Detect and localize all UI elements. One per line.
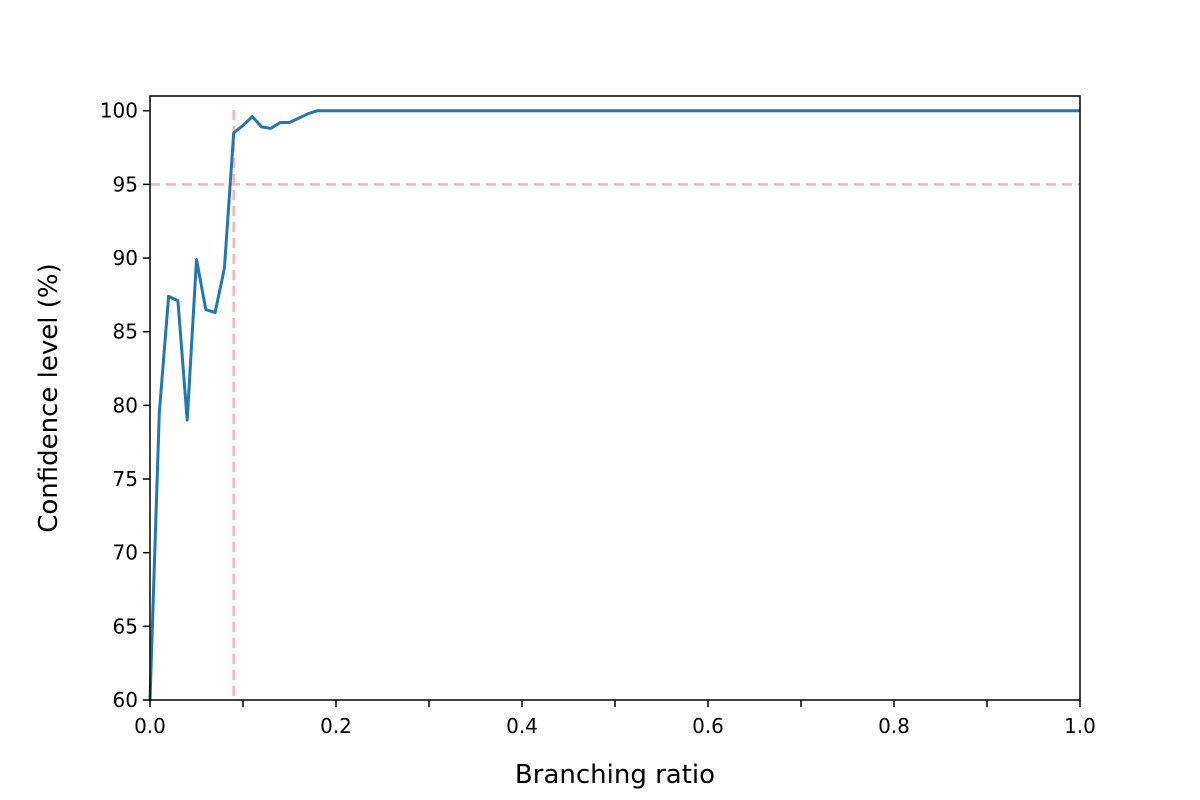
y-tick-label: 100 (100, 99, 138, 123)
series-line-0 (148, 109, 1080, 701)
y-tick-label: 65 (113, 614, 138, 638)
y-tick-label: 75 (113, 467, 138, 491)
reference-lines (150, 110, 1080, 700)
y-tick-label: 90 (113, 246, 138, 270)
x-axis-ticks: 0.0 0.2 0.4 0.6 0.8 1.0 (134, 700, 1096, 738)
y-tick-label: 70 (113, 541, 138, 565)
y-tick-label: 95 (113, 172, 138, 196)
y-axis-ticks: 60 65 70 75 80 85 90 95 100 (100, 99, 150, 712)
y-tick-label: 80 (113, 393, 138, 417)
y-axis-label: Confidence level (%) (34, 263, 64, 533)
x-tick-label: 0.2 (320, 714, 352, 738)
plot-area-frame (149, 95, 1081, 701)
x-tick-label: 1.0 (1064, 714, 1096, 738)
x-tick-label: 0.4 (506, 714, 538, 738)
y-tick-label: 60 (113, 688, 138, 712)
x-tick-label: 0.8 (878, 714, 910, 738)
x-axis-label: Branching ratio (515, 760, 715, 790)
series-lines (148, 109, 1080, 701)
x-tick-label: 0.0 (134, 714, 166, 738)
x-tick-label: 0.6 (692, 714, 724, 738)
y-tick-label: 85 (113, 320, 138, 344)
